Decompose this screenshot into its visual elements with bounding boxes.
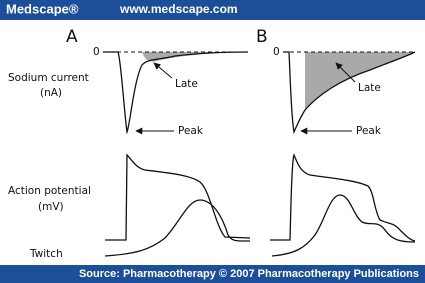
annotation: Peak xyxy=(356,125,382,137)
sodium-current xyxy=(283,51,416,135)
row-unit: (mV) xyxy=(38,201,64,213)
zero-label: 0 xyxy=(93,46,100,58)
twitch xyxy=(271,194,416,257)
panel-label: B xyxy=(256,27,268,47)
row-label: Twitch xyxy=(29,248,63,260)
late-area xyxy=(305,52,415,110)
late-area xyxy=(142,52,238,62)
action-potential xyxy=(270,153,416,242)
logo: Medscape® xyxy=(6,1,79,16)
annotation: Late xyxy=(175,78,198,90)
footer-banner xyxy=(0,265,425,283)
zero-label: 0 xyxy=(273,46,280,58)
header-banner xyxy=(0,0,425,20)
source: Source: Pharmacotherapy © 2007 Pharmacot… xyxy=(79,268,419,280)
arrow xyxy=(153,62,173,79)
site-url[interactable]: www.medscape.com xyxy=(119,2,238,16)
arrow xyxy=(335,62,356,83)
annotation: Late xyxy=(358,82,381,94)
twitch xyxy=(104,199,251,257)
action-potential xyxy=(105,153,251,241)
sodium-current xyxy=(103,51,249,135)
panel-label: A xyxy=(66,27,78,47)
row-unit: (nA) xyxy=(40,87,62,99)
annotation: Peak xyxy=(178,125,204,137)
row-label: Sodium current xyxy=(8,72,89,84)
row-label: Action potential xyxy=(8,185,91,197)
